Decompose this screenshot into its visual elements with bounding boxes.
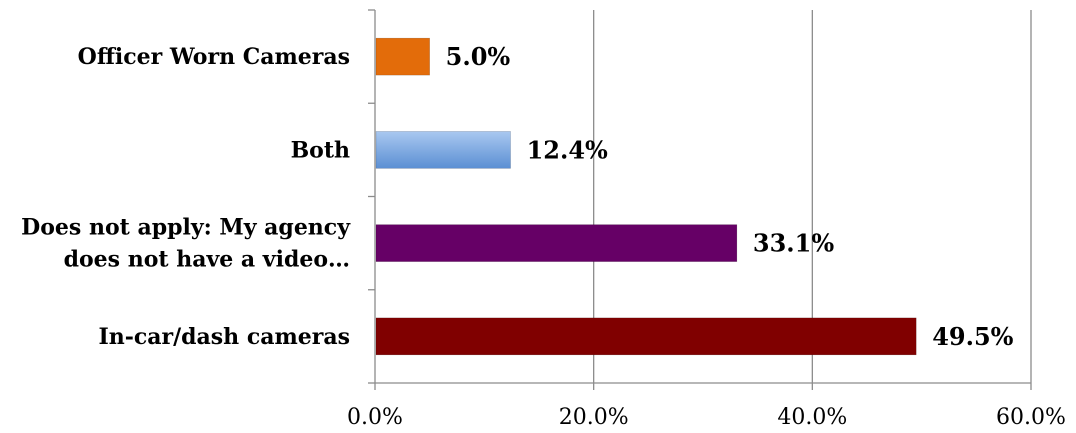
labels: 5.0% Officer Worn Cameras 12.4% Both 33.1% Do… [21, 42, 1066, 430]
data-label-0: 5.0% [446, 42, 511, 71]
category-label-2-line-1: does not have a video… [64, 247, 350, 273]
data-label-2: 33.1% [753, 229, 834, 258]
data-label-3: 49.5% [932, 322, 1013, 351]
category-label-3: In-car/dash cameras [98, 324, 350, 350]
category-label-1: Both [291, 137, 350, 163]
x-tick-label-0: 0.0% [347, 405, 403, 430]
x-tick-label-3: 60.0% [996, 405, 1066, 430]
bar-1 [375, 131, 511, 169]
x-tick-label-2: 40.0% [777, 405, 847, 430]
bar-3 [375, 317, 917, 356]
category-label-0: Officer Worn Cameras [78, 44, 350, 70]
axes [368, 9, 1032, 390]
bar-0 [375, 37, 430, 76]
data-label-1: 12.4% [527, 135, 608, 164]
bars [375, 37, 917, 356]
category-label-2-line-0: Does not apply: My agency [21, 215, 351, 241]
bar-2 [375, 224, 738, 262]
x-tick-label-1: 20.0% [559, 405, 629, 430]
